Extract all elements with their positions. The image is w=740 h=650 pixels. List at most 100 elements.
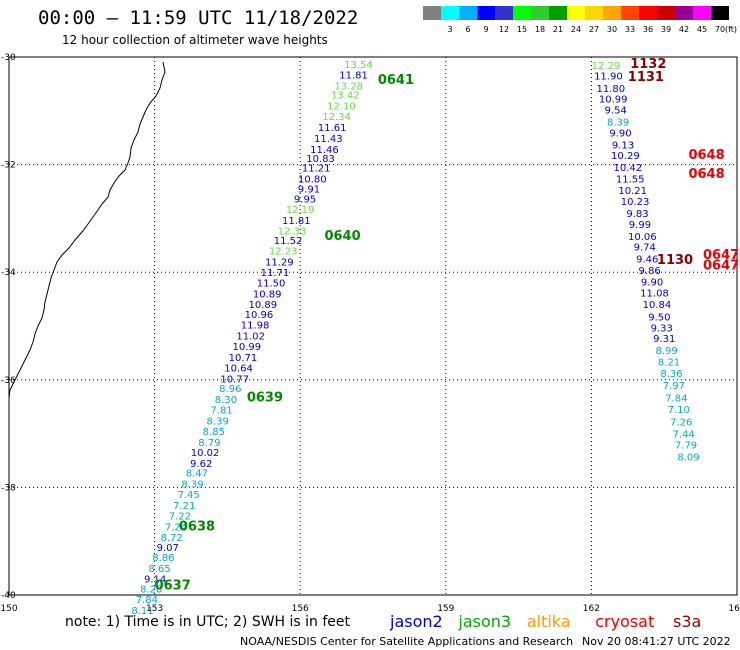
plot-frame	[8, 56, 738, 596]
wave-height-label: 11.21	[302, 164, 331, 175]
wave-height-label: 9.46	[636, 255, 658, 266]
credit-line: NOAA/NESDIS Center for Satellite Applica…	[240, 635, 573, 648]
jason3-time-label: 0640	[324, 229, 360, 244]
wave-height-label: 8.72	[160, 533, 182, 544]
legend-swatch	[567, 6, 585, 20]
wave-height-label: 9.13	[612, 140, 634, 151]
legend-label: 3	[447, 25, 452, 34]
legend-label: 30	[607, 25, 617, 34]
wave-height-label: 8.96	[219, 384, 241, 395]
wave-height-label: 9.31	[653, 334, 675, 345]
wave-height-label: 9.50	[648, 313, 670, 324]
wave-height-label: 8.85	[203, 427, 225, 438]
wave-height-label: 8.79	[198, 438, 220, 449]
wave-height-label: 11.98	[241, 321, 270, 332]
legend-swatch	[585, 6, 603, 20]
legend-swatch	[675, 6, 693, 20]
legend-swatch	[477, 6, 495, 20]
wave-height-label: 11.50	[257, 279, 286, 290]
wave-height-label: 10.71	[229, 353, 258, 364]
legend-label: 70	[715, 25, 725, 34]
wave-height-label: 11.71	[261, 268, 290, 279]
mission-altika: altika	[527, 612, 571, 631]
wave-height-label: 10.99	[232, 342, 261, 353]
wave-height-label: 7.10	[668, 405, 690, 416]
wave-height-label: 10.96	[245, 310, 274, 321]
legend-swatch	[423, 6, 441, 20]
wave-height-label: 7.44	[672, 429, 694, 440]
wave-height-label: 10.02	[191, 448, 220, 459]
wave-height-label: 10.77	[220, 374, 249, 385]
jason3-time-label: 0638	[179, 519, 215, 534]
wave-height-label: 9.90	[641, 278, 663, 289]
wave-height-label: 11.08	[640, 288, 669, 299]
wave-height-label: 12.23	[269, 246, 298, 257]
y-tick-label: -40	[1, 591, 16, 601]
x-tick-label: 156	[292, 604, 309, 614]
plot-area: 13.5411.8113.2813.4212.1012.3411.6111.43…	[8, 56, 740, 617]
wave-height-label: 13.54	[344, 60, 373, 71]
wave-height-label: 13.42	[331, 90, 360, 101]
mission-jason3: jason3	[457, 612, 511, 631]
legend-swatch	[711, 6, 729, 20]
wave-height-label: 11.55	[616, 174, 645, 185]
wave-height-label: 8.99	[655, 346, 677, 357]
wave-height-label: 8.21	[658, 357, 680, 368]
wave-height-label: 8.28	[140, 584, 162, 595]
legend-label: 42	[679, 25, 689, 34]
x-tick-label: 162	[583, 604, 600, 614]
legend-label: 27	[589, 25, 599, 34]
wave-height-label: 7.26	[670, 418, 692, 429]
altimeter-track-east: 12.2911.9011.8010.999.548.399.909.1310.2…	[592, 61, 700, 464]
wave-height-label: 8.11	[131, 606, 153, 617]
coastline	[8, 61, 166, 399]
wave-height-label: 9.91	[298, 185, 320, 196]
x-tick-label: 165	[728, 604, 740, 614]
wave-height-label: 8.39	[607, 117, 629, 128]
legend-swatch	[639, 6, 657, 20]
wave-height-label: 10.42	[613, 163, 642, 174]
cryosat-time-label: 0648	[688, 148, 724, 163]
legend-label: 45	[697, 25, 707, 34]
legend-label: 12	[499, 25, 509, 34]
mission-legend: jason2 jason3 altika cryosat s3a	[389, 612, 701, 631]
legend-swatch	[513, 6, 531, 20]
wave-height-label: 9.90	[609, 129, 631, 140]
y-tick-label: -30	[1, 53, 16, 63]
color-legend: 3 6 9 12 15 18 21 24 27 30 33 36 39 42 45 70 (ft)	[423, 6, 737, 34]
wave-height-label: 10.83	[306, 154, 335, 165]
wave-height-label: 9.99	[629, 220, 651, 231]
x-tick-label: 153	[146, 604, 163, 614]
y-tick-label: -34	[1, 268, 16, 278]
legend-swatch	[495, 6, 513, 20]
legend-swatch	[621, 6, 639, 20]
wave-height-label: 10.89	[249, 300, 278, 311]
wave-height-label: 12.34	[322, 112, 351, 123]
cryosat-time-label: 0648	[688, 167, 724, 182]
wave-height-label: 12.33	[278, 227, 307, 238]
y-tick-label: -32	[1, 161, 16, 171]
jason3-time-label: 0637	[155, 579, 191, 594]
jason3-time-label: 0641	[378, 73, 414, 88]
wave-height-label: 10.99	[599, 95, 628, 106]
wave-height-label: 10.80	[298, 174, 327, 185]
legend-label: 24	[571, 25, 581, 34]
wave-height-label: 9.07	[157, 543, 179, 554]
footer-note: note: 1) Time is in UTC; 2) SWH is in fe…	[65, 614, 351, 630]
wave-height-label: 7.21	[173, 501, 195, 512]
x-tick-label: 159	[437, 604, 454, 614]
cryosat-time-label: 0647	[703, 259, 739, 274]
wave-height-label: 9.54	[605, 105, 627, 116]
wave-height-label: 9.95	[294, 194, 316, 205]
wave-height-label: 7.45	[177, 490, 199, 501]
mission-jason2: jason2	[389, 612, 443, 631]
wave-height-label: 8.09	[677, 453, 699, 464]
wave-height-label: 10.64	[224, 364, 253, 375]
wave-height-label: 7.79	[675, 441, 697, 452]
wave-height-label: 7.24	[165, 522, 187, 533]
legend-unit: (ft)	[725, 25, 737, 34]
jason3-time-label: 0639	[247, 390, 283, 405]
wave-height-label: 10.23	[621, 197, 650, 208]
wave-height-label: 8.39	[207, 416, 229, 427]
